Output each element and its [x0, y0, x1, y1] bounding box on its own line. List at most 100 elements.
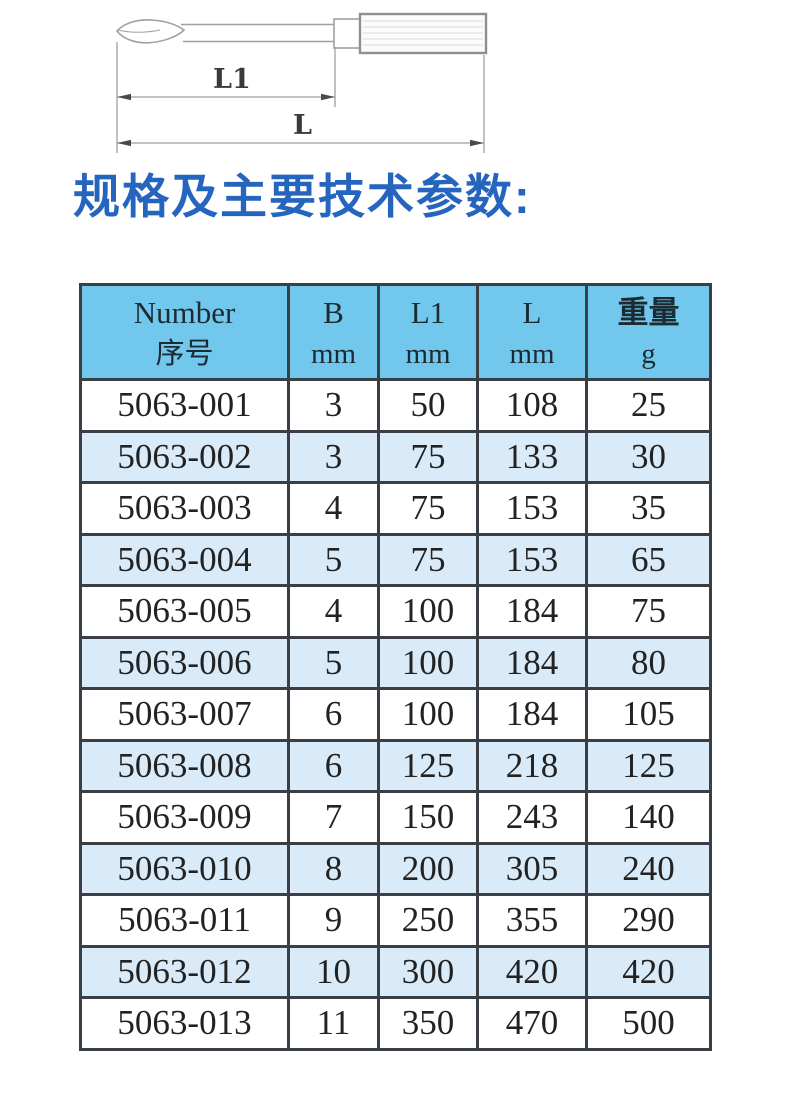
- value-cell: 184: [476, 584, 588, 639]
- value-cell: 3: [287, 429, 380, 484]
- value-cell: 8: [287, 841, 380, 896]
- value-cell: 5: [287, 635, 380, 690]
- value-cell: 420: [476, 944, 588, 999]
- value-cell: 355: [476, 893, 588, 948]
- column-header-b: B mm: [287, 283, 380, 381]
- value-cell: 300: [377, 944, 479, 999]
- screwdriver-diagram: L1 L: [0, 0, 790, 162]
- value-cell: 243: [476, 790, 588, 845]
- column-header-number: Number 序号: [79, 283, 290, 381]
- value-cell: 75: [585, 584, 712, 639]
- header-row: Number 序号 B mm L1 mm L mm 重量 g: [79, 283, 712, 381]
- value-cell: 218: [476, 738, 588, 793]
- value-cell: 10: [287, 944, 380, 999]
- spec-table: Number 序号 B mm L1 mm L mm 重量 g: [79, 283, 712, 1051]
- part-number-cell: 5063-007: [79, 687, 290, 742]
- part-number-cell: 5063-005: [79, 584, 290, 639]
- column-header-l1: L1 mm: [377, 283, 479, 381]
- value-cell: 9: [287, 893, 380, 948]
- column-header-l-symbol: L: [522, 295, 542, 330]
- value-cell: 350: [377, 996, 479, 1051]
- value-cell: 75: [377, 429, 479, 484]
- value-cell: 184: [476, 687, 588, 742]
- page-title: 规格及主要技术参数:: [73, 170, 532, 223]
- value-cell: 290: [585, 893, 712, 948]
- part-number-cell: 5063-012: [79, 944, 290, 999]
- value-cell: 200: [377, 841, 479, 896]
- value-cell: 11: [287, 996, 380, 1051]
- screwdriver-outline: [115, 12, 488, 55]
- value-cell: 125: [377, 738, 479, 793]
- value-cell: 153: [476, 481, 588, 536]
- table-row: 5063-009 7 150 243 140: [79, 790, 712, 845]
- value-cell: 7: [287, 790, 380, 845]
- table-row: 5063-012 10 300 420 420: [79, 944, 712, 999]
- table-row: 5063-008 6 125 218 125: [79, 738, 712, 793]
- column-header-l1-unit: mm: [405, 338, 451, 370]
- value-cell: 4: [287, 584, 380, 639]
- value-cell: 75: [377, 532, 479, 587]
- value-cell: 133: [476, 429, 588, 484]
- value-cell: 100: [377, 635, 479, 690]
- table-row: 5063-011 9 250 355 290: [79, 893, 712, 948]
- value-cell: 140: [585, 790, 712, 845]
- column-header-weight: 重量 g: [585, 283, 712, 381]
- spec-table-body: 5063-001 3 50 108 25 5063-002 3 75 133 30 5063-003…: [79, 378, 712, 1051]
- table-row: 5063-007 6 100 184 105: [79, 687, 712, 742]
- part-number-cell: 5063-010: [79, 841, 290, 896]
- table-row: 5063-004 5 75 153 65: [79, 532, 712, 587]
- value-cell: 30: [585, 429, 712, 484]
- column-header-l: L mm: [476, 283, 588, 381]
- value-cell: 50: [377, 378, 479, 433]
- dimension-lines: [116, 42, 485, 153]
- part-number-cell: 5063-001: [79, 378, 290, 433]
- part-number-cell: 5063-006: [79, 635, 290, 690]
- value-cell: 305: [476, 841, 588, 896]
- value-cell: 25: [585, 378, 712, 433]
- part-number-cell: 5063-011: [79, 893, 290, 948]
- value-cell: 150: [377, 790, 479, 845]
- value-cell: 6: [287, 687, 380, 742]
- part-number-cell: 5063-009: [79, 790, 290, 845]
- value-cell: 250: [377, 893, 479, 948]
- table-row: 5063-006 5 100 184 80: [79, 635, 712, 690]
- column-header-number-cn: 序号: [155, 338, 214, 370]
- part-number-cell: 5063-003: [79, 481, 290, 536]
- column-header-number-en: Number: [133, 295, 236, 330]
- column-header-weight-cn: 重量: [617, 295, 680, 330]
- value-cell: 240: [585, 841, 712, 896]
- table-row: 5063-001 3 50 108 25: [79, 378, 712, 433]
- value-cell: 100: [377, 584, 479, 639]
- column-header-weight-unit: g: [641, 338, 656, 370]
- part-number-cell: 5063-002: [79, 429, 290, 484]
- table-row: 5063-013 11 350 470 500: [79, 996, 712, 1051]
- table-row: 5063-002 3 75 133 30: [79, 429, 712, 484]
- value-cell: 500: [585, 996, 712, 1051]
- value-cell: 4: [287, 481, 380, 536]
- value-cell: 153: [476, 532, 588, 587]
- value-cell: 5: [287, 532, 380, 587]
- value-cell: 75: [377, 481, 479, 536]
- value-cell: 184: [476, 635, 588, 690]
- l1-dimension-label: L1: [213, 64, 251, 95]
- value-cell: 6: [287, 738, 380, 793]
- value-cell: 80: [585, 635, 712, 690]
- value-cell: 3: [287, 378, 380, 433]
- table-row: 5063-003 4 75 153 35: [79, 481, 712, 536]
- value-cell: 470: [476, 996, 588, 1051]
- value-cell: 100: [377, 687, 479, 742]
- column-header-l1-symbol: L1: [410, 295, 446, 330]
- table-row: 5063-010 8 200 305 240: [79, 841, 712, 896]
- l-dimension-label: L: [293, 110, 312, 141]
- value-cell: 35: [585, 481, 712, 536]
- column-header-b-symbol: B: [323, 295, 344, 330]
- value-cell: 65: [585, 532, 712, 587]
- ferrule: [333, 18, 361, 49]
- spec-table-header: Number 序号 B mm L1 mm L mm 重量 g: [79, 283, 712, 381]
- blade-crease-line: [117, 29, 161, 33]
- value-cell: 108: [476, 378, 588, 433]
- part-number-cell: 5063-008: [79, 738, 290, 793]
- column-header-l-unit: mm: [509, 338, 555, 370]
- part-number-cell: 5063-004: [79, 532, 290, 587]
